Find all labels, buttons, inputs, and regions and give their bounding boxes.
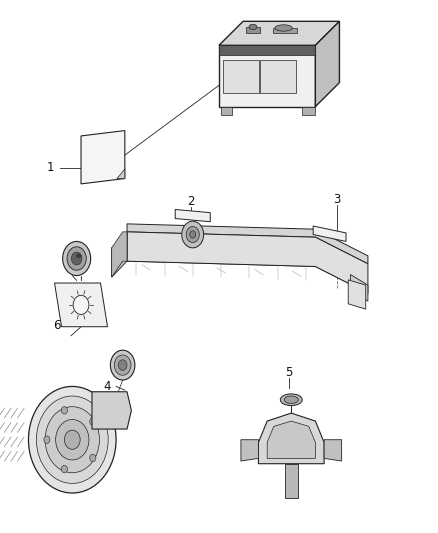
- Polygon shape: [127, 224, 368, 264]
- Polygon shape: [92, 392, 131, 429]
- Circle shape: [73, 295, 89, 314]
- Circle shape: [71, 252, 82, 265]
- Circle shape: [118, 360, 127, 370]
- Circle shape: [190, 231, 196, 238]
- Circle shape: [36, 396, 108, 483]
- Ellipse shape: [249, 24, 257, 29]
- Circle shape: [186, 227, 199, 243]
- Bar: [223, 60, 259, 93]
- Circle shape: [61, 407, 67, 414]
- Bar: [272, 28, 297, 33]
- Ellipse shape: [284, 396, 298, 403]
- Polygon shape: [350, 274, 368, 301]
- Polygon shape: [81, 131, 125, 184]
- Polygon shape: [267, 421, 315, 458]
- Polygon shape: [219, 45, 315, 55]
- Circle shape: [114, 355, 131, 375]
- Bar: [350, 288, 361, 301]
- Text: 2: 2: [187, 195, 194, 208]
- Text: 1: 1: [46, 161, 54, 174]
- Polygon shape: [219, 45, 315, 107]
- Polygon shape: [313, 226, 346, 241]
- Ellipse shape: [77, 254, 81, 257]
- Polygon shape: [324, 440, 342, 461]
- Circle shape: [90, 418, 96, 425]
- Polygon shape: [241, 440, 258, 461]
- Circle shape: [110, 350, 135, 380]
- Ellipse shape: [280, 394, 302, 406]
- Circle shape: [64, 430, 80, 449]
- Bar: [260, 60, 296, 93]
- Text: 5: 5: [286, 366, 293, 378]
- Circle shape: [90, 454, 96, 462]
- Circle shape: [28, 386, 116, 493]
- Circle shape: [44, 436, 50, 443]
- Circle shape: [61, 465, 67, 473]
- Circle shape: [182, 221, 204, 248]
- Polygon shape: [54, 283, 107, 327]
- Circle shape: [56, 419, 89, 460]
- Polygon shape: [219, 21, 339, 45]
- Polygon shape: [221, 107, 232, 115]
- Polygon shape: [258, 413, 324, 464]
- Polygon shape: [175, 209, 210, 222]
- Bar: [285, 464, 298, 498]
- Polygon shape: [315, 21, 339, 107]
- Polygon shape: [127, 232, 368, 293]
- Polygon shape: [302, 107, 315, 115]
- Circle shape: [67, 247, 86, 270]
- Polygon shape: [117, 169, 125, 179]
- Bar: [246, 27, 259, 33]
- Polygon shape: [348, 280, 366, 309]
- Circle shape: [45, 407, 99, 473]
- Circle shape: [63, 241, 91, 276]
- Text: 4: 4: [103, 380, 111, 393]
- Polygon shape: [112, 232, 127, 277]
- Ellipse shape: [275, 25, 292, 31]
- Text: 6: 6: [53, 319, 61, 332]
- Text: 3: 3: [334, 193, 341, 206]
- Polygon shape: [112, 232, 127, 277]
